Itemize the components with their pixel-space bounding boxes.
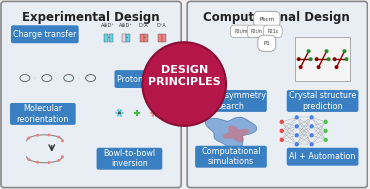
Text: D⁺A: D⁺A [139,23,149,28]
Text: Pbcm: Pbcm [259,17,275,22]
Circle shape [155,109,157,112]
Circle shape [61,139,64,142]
Circle shape [323,119,328,124]
FancyBboxPatch shape [195,146,267,168]
Circle shape [117,109,119,112]
Circle shape [27,158,30,161]
Circle shape [279,137,284,142]
Circle shape [294,133,299,138]
FancyBboxPatch shape [195,90,267,112]
Circle shape [57,159,60,162]
Circle shape [299,65,303,69]
Text: P21c: P21c [267,29,279,34]
FancyBboxPatch shape [11,25,79,43]
Text: Computational
simulations: Computational simulations [201,147,261,167]
Circle shape [120,109,122,112]
Bar [140,34,144,42]
Circle shape [115,112,118,114]
Circle shape [121,112,124,114]
Bar [108,34,112,42]
Polygon shape [205,117,257,149]
FancyBboxPatch shape [287,90,359,112]
Circle shape [309,133,314,138]
Text: Bowl-to-bowl
inversion: Bowl-to-bowl inversion [103,149,155,168]
Text: P2₁/n: P2₁/n [251,29,263,34]
Bar [122,34,126,42]
Circle shape [36,134,39,137]
Circle shape [155,114,157,117]
Circle shape [314,57,319,61]
Text: P2₁/m: P2₁/m [234,29,248,34]
Circle shape [324,49,329,53]
Polygon shape [222,125,249,142]
Circle shape [36,161,39,164]
Circle shape [294,142,299,147]
Circle shape [152,109,154,112]
Text: Computational Design: Computational Design [204,11,350,24]
Text: Pseudosymmetry
search: Pseudosymmetry search [196,91,266,111]
Circle shape [344,57,349,61]
Text: Proton transfer: Proton transfer [117,75,178,84]
Circle shape [152,114,154,117]
Circle shape [294,115,299,120]
FancyBboxPatch shape [1,1,181,188]
Circle shape [117,114,119,117]
Circle shape [57,136,60,139]
Circle shape [309,57,313,61]
Text: P1: P1 [263,41,270,46]
Bar [158,34,162,42]
Circle shape [334,65,339,69]
Bar [295,37,350,81]
Text: Experimental Design: Experimental Design [22,11,159,24]
Circle shape [309,124,314,129]
FancyBboxPatch shape [187,1,367,188]
FancyBboxPatch shape [10,103,76,125]
Text: Crystal structure
prediction: Crystal structure prediction [289,91,356,111]
Circle shape [118,112,121,114]
Text: D⁺A: D⁺A [157,23,166,28]
Circle shape [142,42,226,126]
Text: AI + Automation: AI + Automation [289,152,356,161]
Circle shape [120,114,122,117]
Bar [127,34,131,42]
Circle shape [150,112,152,114]
Circle shape [156,112,158,114]
Bar [162,34,166,42]
Circle shape [61,155,64,158]
Circle shape [323,137,328,142]
Circle shape [309,142,314,147]
Bar [144,34,148,42]
Circle shape [327,57,330,61]
FancyBboxPatch shape [287,148,359,166]
FancyBboxPatch shape [114,70,180,88]
FancyBboxPatch shape [97,148,162,170]
Circle shape [323,128,328,133]
Text: Molecular
reorientation: Molecular reorientation [17,104,69,124]
Circle shape [279,128,284,133]
Circle shape [47,161,50,164]
Circle shape [307,49,311,53]
Text: A⊕D⁺: A⊕D⁺ [101,23,115,28]
Circle shape [343,49,346,53]
Text: A⊕D⁺: A⊕D⁺ [119,23,133,28]
Circle shape [279,119,284,124]
Text: DESIGN
PRINCIPLES: DESIGN PRINCIPLES [148,65,221,87]
Circle shape [333,57,337,61]
Circle shape [297,57,301,61]
Circle shape [294,124,299,129]
Circle shape [47,133,50,136]
Circle shape [153,112,156,114]
Circle shape [309,115,314,120]
Bar [104,34,108,42]
Circle shape [317,65,320,69]
Circle shape [27,136,30,139]
Text: Charge transfer: Charge transfer [13,30,77,39]
